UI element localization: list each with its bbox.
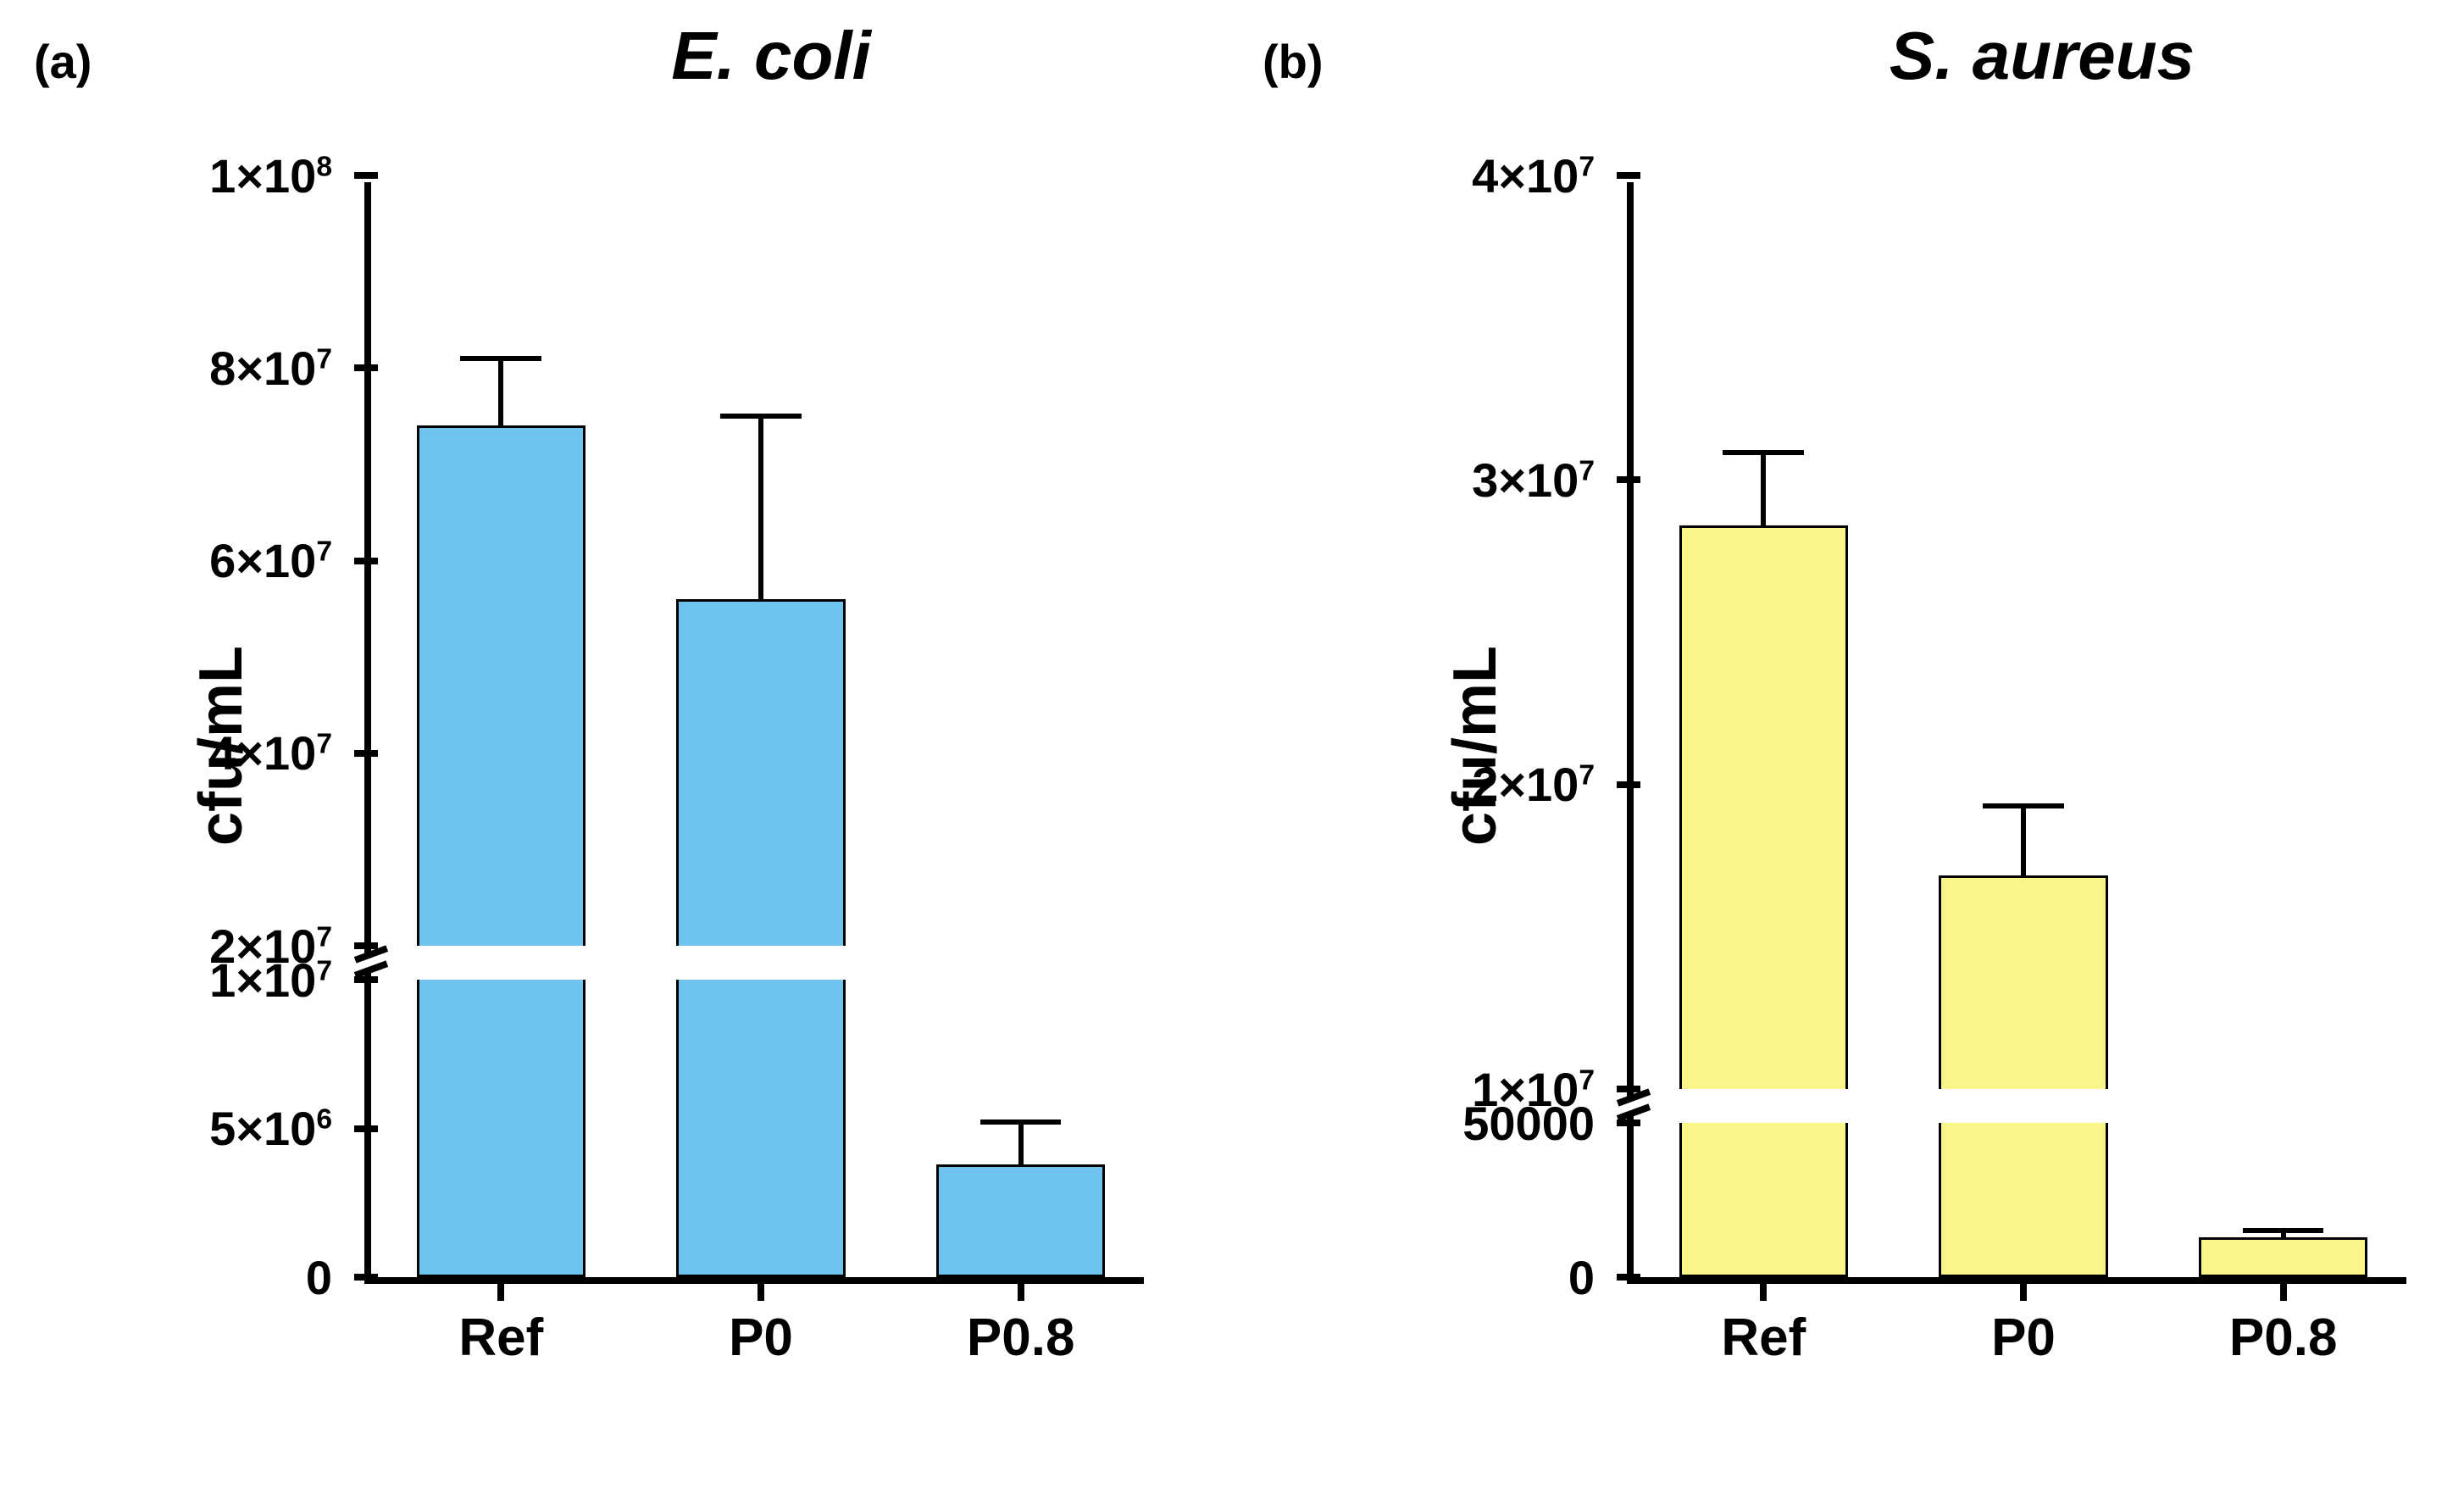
xtick-label: Ref — [458, 1308, 543, 1368]
ytick-label: 4×107 — [1472, 148, 1595, 203]
ytick-label: 6×107 — [209, 533, 332, 588]
error-stem — [1018, 1123, 1024, 1164]
error-stem — [758, 416, 763, 599]
ytick: 8×107 — [66, 342, 371, 393]
ytick: 0 — [66, 1252, 371, 1303]
bar-upper — [1679, 525, 1848, 1089]
ytick-mark — [354, 558, 378, 564]
ytick-label: 2×107 — [209, 919, 332, 974]
ytick: 2×107 — [66, 920, 371, 971]
ytick-mark — [354, 1274, 378, 1281]
ytick-label: 3×107 — [1472, 453, 1595, 508]
xtick-label: P0 — [1991, 1308, 2056, 1368]
panel-title-a: E. coli — [474, 17, 1068, 95]
error-cap — [1723, 450, 1804, 455]
error-stem — [2021, 806, 2026, 876]
ytick-mark — [354, 976, 378, 983]
ytick-mark — [354, 364, 378, 371]
ytick-mark — [354, 942, 378, 949]
bar-upper — [417, 425, 585, 946]
ytick: 0 — [1329, 1252, 1634, 1303]
ytick-mark — [1617, 1274, 1640, 1281]
bar-lower — [1679, 1123, 1848, 1277]
bar-lower — [676, 980, 845, 1277]
ytick-mark — [1617, 476, 1640, 483]
ytick: 4×107 — [66, 728, 371, 779]
xtick-mark — [2020, 1277, 2027, 1301]
xtick-mark — [1760, 1277, 1767, 1301]
xtick-mark — [758, 1277, 764, 1301]
error-cap — [980, 1120, 1062, 1125]
error-cap — [720, 414, 802, 419]
ylabel-b: cfu/mL — [1440, 576, 1508, 915]
bar-lower — [1939, 1123, 2107, 1277]
xtick-mark — [497, 1277, 504, 1301]
xtick-label: P0 — [729, 1308, 793, 1368]
ytick-mark — [354, 750, 378, 757]
xtick-label: P0.8 — [967, 1308, 1075, 1368]
plot-area-b: 0500001×1072×1073×1074×107RefP0P0.8 — [1627, 182, 2406, 1284]
ytick: 3×107 — [1329, 454, 1634, 505]
ytick: 6×107 — [66, 536, 371, 586]
ytick-label: 0 — [1568, 1250, 1595, 1305]
ytick-label: 0 — [306, 1250, 332, 1305]
error-stem — [1761, 453, 1766, 525]
bar-upper — [1939, 875, 2107, 1089]
ytick-mark — [1617, 1086, 1640, 1092]
xtick-label: P0.8 — [2229, 1308, 2338, 1368]
xtick-mark — [1018, 1277, 1024, 1301]
ytick: 4×107 — [1329, 150, 1634, 201]
ytick-mark — [1617, 1120, 1640, 1126]
panel-label-b: (b) — [1263, 34, 1324, 89]
ytick-mark — [1617, 781, 1640, 788]
panel-title-b: S. aureus — [1745, 17, 2339, 95]
ytick-label: 8×107 — [209, 341, 332, 396]
error-cap — [2243, 1228, 2324, 1233]
ytick-mark — [1617, 172, 1640, 179]
xtick-label: Ref — [1721, 1308, 1806, 1368]
ytick-label: 4×107 — [209, 725, 332, 781]
xtick-mark — [2280, 1277, 2287, 1301]
ytick-label: 1×107 — [1472, 1062, 1595, 1117]
ytick-label: 2×107 — [1472, 757, 1595, 812]
ytick: 2×107 — [1329, 759, 1634, 810]
ytick-mark — [354, 1125, 378, 1132]
ytick-label: 5×106 — [209, 1101, 332, 1156]
ytick-mark — [354, 172, 378, 179]
bar-upper — [676, 599, 845, 946]
ytick: 5×106 — [66, 1103, 371, 1154]
plot-area-a: 05×1061×1072×1074×1076×1078×1071×108RefP… — [364, 182, 1144, 1284]
error-stem — [498, 358, 503, 426]
error-cap — [460, 356, 541, 361]
ytick: 1×108 — [66, 150, 371, 201]
bar-lower — [417, 980, 585, 1277]
ytick: 1×107 — [1329, 1064, 1634, 1114]
error-cap — [1983, 803, 2064, 808]
panel-label-a: (a) — [34, 34, 92, 89]
bar — [936, 1164, 1105, 1277]
bar — [2199, 1237, 2367, 1277]
ytick-label: 1×108 — [209, 148, 332, 203]
